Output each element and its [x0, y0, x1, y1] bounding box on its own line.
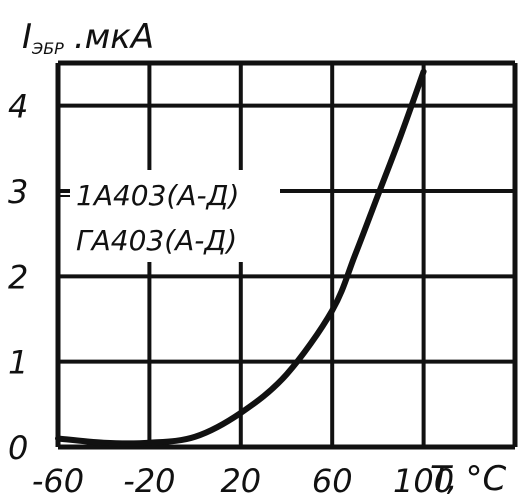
y-tick-labels: 0 1 2 3 4 [8, 88, 28, 467]
y-tick-label: 3 [8, 173, 28, 211]
x-tick-label: 60 [312, 462, 353, 500]
y-tick-label: 1 [8, 344, 28, 382]
annotation-background [70, 170, 280, 262]
x-tick-labels: -60 -20 20 60 100 [32, 462, 454, 500]
y-tick-label: 2 [8, 258, 28, 296]
plot-frame [55, 60, 518, 450]
curve-layer [55, 68, 427, 447]
x-tick-label: -20 [123, 462, 175, 500]
x-tick-label: -60 [32, 462, 84, 500]
annotation-line-2: ГА403(А-Д) [76, 224, 237, 257]
y-tick-label: 0 [8, 429, 28, 467]
annotation-line-1: 1А403(А-Д) [76, 179, 239, 212]
y-tick-label: 4 [8, 88, 28, 126]
x-axis-label: T, °С [430, 459, 507, 499]
x-tick-label: 20 [220, 462, 261, 500]
series-line [55, 68, 427, 447]
y-axis-label: IЭБР .мкА [22, 17, 154, 58]
x-tick-label: 100 [393, 462, 454, 500]
